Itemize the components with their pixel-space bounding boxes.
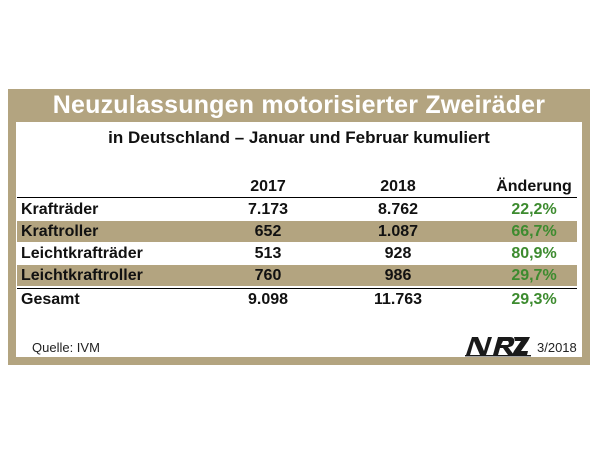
cell-change: 66,7%	[511, 223, 557, 240]
row-label: Leichtkrafträder	[21, 245, 143, 262]
cell-2017: 7.173	[247, 201, 289, 218]
row-label: Kraftroller	[21, 223, 99, 240]
table-row: Leichtkraftroller 760 986 29,7%	[17, 265, 577, 286]
nrz-logo	[465, 337, 531, 357]
table-panel: in Deutschland – Januar und Februar kumu…	[16, 122, 582, 357]
source-note: Quelle: IVM	[32, 340, 100, 355]
chart-subtitle: in Deutschland – Januar und Februar kumu…	[108, 128, 490, 147]
row-label: Krafträder	[21, 201, 99, 218]
table-card: Neuzulassungen motorisierter Zweiräder i…	[8, 89, 590, 365]
cell-2017: 652	[254, 223, 282, 240]
table-row: Kraftroller 652 1.087 66,7%	[17, 221, 577, 242]
total-2018: 11.763	[373, 291, 423, 308]
header-rule	[17, 197, 577, 198]
cell-change: 29,7%	[511, 267, 557, 284]
cell-change: 80,9%	[511, 245, 557, 262]
chart-title: Neuzulassungen motorisierter Zweiräder	[52, 91, 546, 119]
cell-change: 22,2%	[511, 201, 557, 218]
cell-2018: 8.762	[377, 201, 419, 218]
table-row: Krafträder 7.173 8.762 22,2%	[17, 199, 577, 220]
total-label: Gesamt	[21, 291, 80, 308]
cell-2018: 928	[384, 245, 412, 262]
total-rule	[17, 288, 577, 289]
column-header-change: Änderung	[496, 178, 572, 195]
row-label: Leichtkraftroller	[21, 267, 143, 284]
total-2017: 9.098	[247, 291, 289, 308]
cell-2017: 513	[254, 245, 282, 262]
total-change: 29,3%	[511, 291, 557, 308]
column-header-2017: 2017	[250, 178, 286, 195]
cell-2018: 1.087	[377, 223, 419, 240]
cell-2018: 986	[384, 267, 412, 284]
column-header-2018: 2018	[380, 178, 416, 195]
cell-2017: 760	[254, 267, 282, 284]
total-row: Gesamt 9.098 11.763 29,3%	[17, 289, 577, 310]
table-row: Leichtkrafträder 513 928 80,9%	[17, 243, 577, 264]
edition-label: 3/2018	[537, 340, 577, 355]
